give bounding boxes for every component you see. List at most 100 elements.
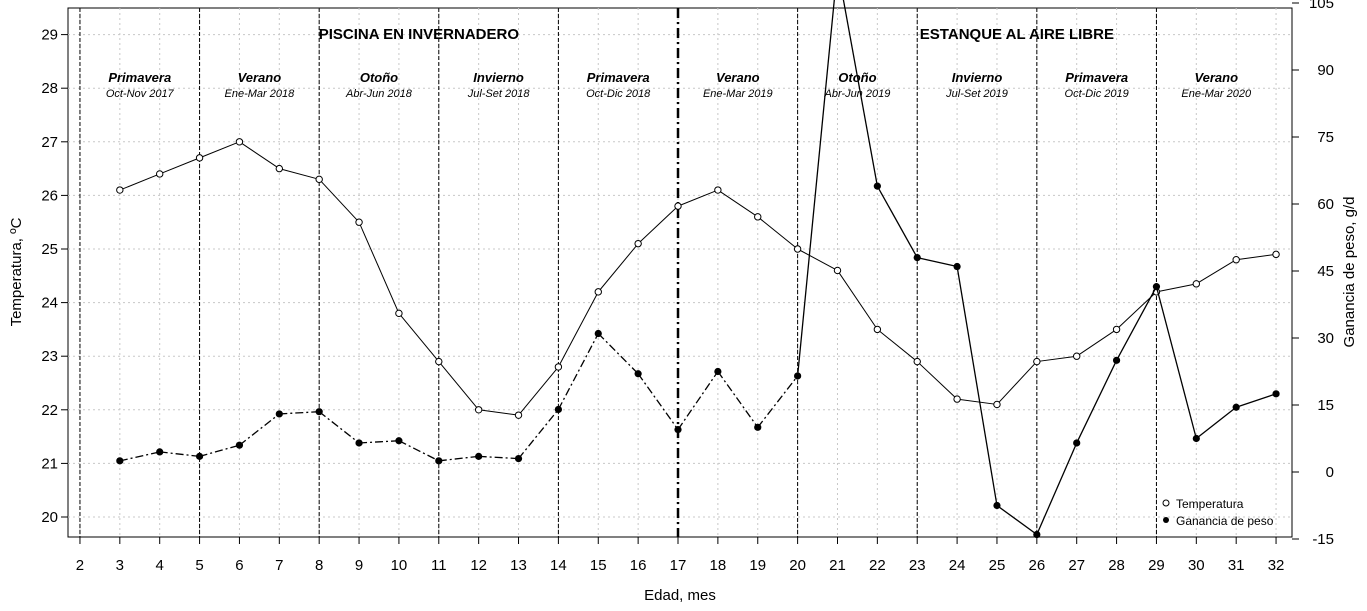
ganancia-line-segment [1036,442,1078,535]
ganancia-point [634,370,642,378]
ganancia-line-segment [518,409,559,460]
temperatura-point [235,138,244,146]
season-dividers [79,8,1157,537]
ganancia-line-segment [398,440,440,462]
x-tick-label: 31 [1228,557,1245,574]
x-tick-label: 20 [789,557,806,574]
ganancia-line-segment [239,413,280,446]
x-tick-label: 9 [355,557,363,574]
ganancia-point [754,423,762,431]
x-tick-label: 6 [235,557,243,574]
y-right-tick-label: 75 [1317,129,1334,146]
season-period: Abr-Jun 2019 [823,88,890,100]
temperatura-line-segment [279,168,320,180]
ganancia-point [873,182,881,190]
ganancia-line-segment [717,371,759,428]
temperatura-line-segment [877,329,918,362]
ganancia-point [913,254,921,262]
season-period: Ene-Mar 2019 [703,88,773,100]
temperatura-point [1192,280,1201,288]
ganancia-point [1073,439,1081,447]
ganancia-line-segment [199,444,240,457]
x-tick-label: 16 [630,557,647,574]
season-period: Ene-Mar 2018 [225,88,296,100]
season-name: Invierno [473,70,524,85]
y-right-tick-label: 30 [1317,330,1334,347]
temperatura-point [514,411,523,419]
y-left-tick-label: 29 [41,27,58,44]
ganancia-point [554,405,562,414]
temperatura-point [554,363,563,371]
ganancia-line-segment [637,373,679,430]
grid [68,8,1292,537]
ganancia-point [116,457,124,465]
ganancia-line-segment [1155,286,1197,439]
temperatura-line-segment [1076,328,1117,357]
legend: Temperatura Ganancia de peso [1162,497,1274,528]
y-left-tick-label: 26 [41,187,58,204]
temperatura-point [1073,352,1081,360]
ganancia-line-segment [677,371,719,430]
ganancia-point [315,408,323,416]
ganancia-line-segment [478,455,519,460]
ganancia-line-segment [1235,393,1277,408]
temperatura-line-segment [717,189,759,218]
ganancia-line-segment [359,440,399,444]
x-axis: 2 3 4 5 6 7 8 9 10 11 12 13 14 15 16 17 18 19 20 21 22 23 24 25… [76,537,1284,574]
x-tick-label: 30 [1188,557,1205,574]
temperatura-point [1033,357,1041,366]
x-tick-label: 19 [749,557,766,574]
ganancia-line-segment [876,185,918,258]
temperatura-line-segment [438,361,480,411]
ganancia-line-segment [597,333,639,375]
ganancia-line-segment [1076,360,1118,444]
x-tick-label: 14 [550,557,567,574]
section-title: PISCINA EN INVERNADERO [319,26,520,43]
temperatura-line-segment [199,141,240,159]
temperatura-point [355,218,363,226]
y-axis-right-title: Ganancia de peso, g/d [1341,197,1358,348]
x-tick-label: 12 [470,557,487,574]
temperatura-point [754,213,762,221]
y-axis-left-title: Temperatura, ºC [8,217,25,326]
y-left-tick-label: 25 [41,241,58,258]
x-tick-label: 27 [1068,557,1085,574]
ganancia-point [1152,283,1161,291]
x-tick-label: 26 [1028,557,1045,574]
temperatura-line-segment [1036,355,1077,363]
x-tick-label: 21 [829,557,846,574]
ganancia-line-segment [318,411,360,444]
season-name: Primavera [587,70,650,85]
temperatura-point [714,186,722,194]
x-tick-label: 15 [590,557,607,574]
ganancia-point [674,425,682,434]
temperatura-line-segment [557,291,599,368]
temperatura-line-segment [358,221,400,314]
temperatura-line-segment [677,189,719,207]
x-tick-label: 8 [315,557,323,574]
temperatura-line-segment [518,366,559,416]
temperatura-point [275,164,284,173]
ganancia-point [794,372,802,380]
ganancia-line-segment [279,411,320,415]
temperatura-line-segment [837,270,878,330]
ganancia-point [1272,390,1280,398]
season-period: Oct-Dic 2019 [1065,88,1129,100]
temperatura-line-segment [757,216,798,250]
temperatura-line-segment [478,409,519,416]
temperatura-point [1232,256,1240,264]
y-right-tick-label: 105 [1309,0,1334,12]
temperatura-line-segment [318,178,360,223]
x-tick-label: 4 [156,557,164,574]
y-left-tick-label: 28 [41,80,58,97]
x-tick-label: 24 [949,557,966,574]
ganancia-point [355,439,363,447]
series [116,0,1280,539]
ganancia-line-segment [438,455,479,462]
temperatura-line-segment [597,243,639,293]
season-name: Otoño [360,70,398,85]
ganancia-point [235,441,244,449]
y-right-tick-label: 45 [1317,263,1334,280]
ganancia-point [475,452,483,460]
ganancia-line-segment [842,0,878,187]
